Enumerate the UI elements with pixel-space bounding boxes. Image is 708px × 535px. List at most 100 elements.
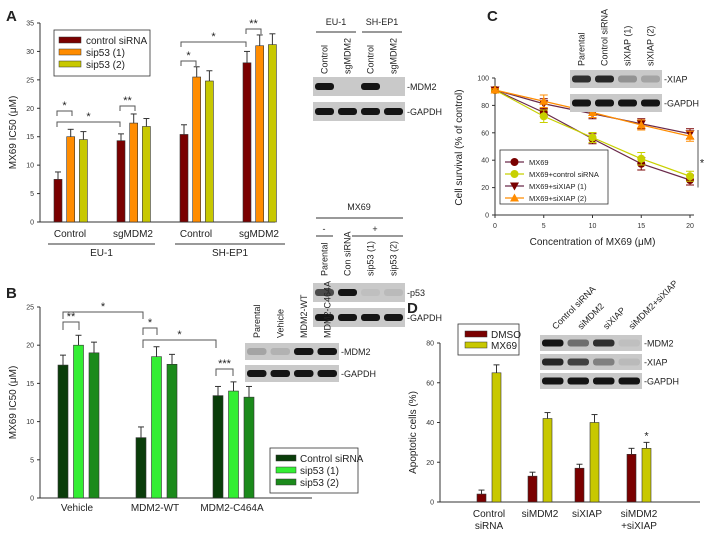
blot-b: Parental Vehicle MDM2-WT MDM2-C464A -MDM2 -GA…	[245, 281, 376, 382]
blot-band	[572, 99, 591, 107]
blot-band	[361, 108, 380, 115]
blot-strip	[540, 335, 642, 351]
data-point	[685, 131, 695, 140]
y-tick-label: 40	[481, 158, 489, 165]
x-category-label: +siXIAP	[621, 521, 657, 532]
bar	[243, 396, 255, 499]
blot-band	[247, 370, 267, 377]
x-tick-label: 0	[493, 223, 497, 230]
data-point	[539, 112, 548, 121]
bar	[135, 437, 147, 499]
legend-swatch	[275, 478, 297, 486]
y-tick-label: 15	[26, 134, 34, 141]
blot-band	[593, 358, 615, 366]
lane-label: Parental	[577, 32, 587, 66]
y-tick-label: 5	[30, 191, 34, 198]
blot-band	[384, 289, 403, 296]
y-tick-label: 0	[430, 500, 434, 507]
data-point	[686, 172, 694, 181]
legend-entry: MX69+siXIAP (1)	[529, 182, 587, 191]
treatment-sign: +	[372, 224, 377, 234]
x-category-label: MDM2-WT	[131, 503, 179, 514]
y-tick-label: 15	[26, 381, 34, 388]
data-point	[588, 133, 597, 142]
blot-strip	[245, 343, 339, 360]
y-tick-label: 25	[26, 305, 34, 312]
blot-band	[618, 99, 637, 107]
bracket-line	[62, 321, 80, 330]
protein-label: -GAPDH	[664, 99, 699, 109]
bracket-line	[180, 41, 247, 47]
bracket-shep1-sgmdm2: **	[245, 18, 262, 34]
x-category-label: sgMDM2	[113, 229, 153, 240]
bracket-c464a: ***	[215, 358, 234, 376]
y-tick-label: 60	[481, 130, 489, 137]
bar	[142, 126, 151, 223]
bar	[527, 475, 538, 503]
significance-label: *	[62, 100, 67, 112]
blot-band	[567, 339, 589, 347]
blot-strip	[540, 373, 642, 389]
blot-band	[338, 289, 357, 296]
y-tick-label: 80	[426, 341, 434, 348]
lane-label: MDM2-WT	[299, 294, 309, 338]
data-point	[636, 120, 646, 129]
x-category-label: Vehicle	[61, 503, 94, 514]
protein-label: -MDM2	[341, 347, 371, 357]
legend-swatch	[464, 330, 488, 338]
bar	[589, 422, 600, 503]
blot-group-label: SH-EP1	[366, 17, 399, 27]
bar	[151, 356, 162, 499]
y-tick-label: 20	[481, 185, 489, 192]
panel-label-c: C	[487, 8, 498, 25]
blot-strip	[313, 283, 405, 302]
blot-band	[384, 314, 403, 321]
bracket-line	[142, 327, 158, 335]
blot-band	[618, 75, 637, 83]
bracket-eu1-between: *	[56, 111, 121, 127]
x-tick-label: 20	[686, 223, 694, 230]
blot-group-label: EU-1	[326, 17, 347, 27]
data-point	[510, 182, 519, 191]
lane-label: Control siRNA	[600, 9, 610, 66]
legend-entry: DMSO	[491, 330, 521, 341]
legend-entry: control siRNA	[86, 36, 147, 47]
legend-entry: MX69	[491, 341, 518, 352]
legend-swatch	[58, 48, 82, 56]
significance-label: **	[67, 311, 76, 323]
blot-band	[567, 358, 589, 366]
significance-label: *	[101, 301, 106, 313]
lane-label: siXIAP (1)	[623, 26, 633, 66]
bar	[574, 467, 585, 503]
x-category-label: Control	[473, 509, 505, 520]
y-tick-label: 5	[30, 457, 34, 464]
significance-label: **	[249, 18, 258, 30]
y-tick-label: 35	[26, 21, 34, 28]
blot-band	[361, 289, 380, 296]
x-axis-label: Concentration of MX69 (μM)	[530, 237, 656, 248]
bracket-line	[62, 311, 144, 319]
protein-label: -GAPDH	[407, 107, 442, 117]
blot-strip	[245, 365, 339, 382]
blot-c: Parental Control siRNA siXIAP (1) siXIAP (2…	[570, 9, 699, 112]
significance-label: *	[177, 329, 182, 341]
blot-strip	[313, 102, 405, 121]
blot-strip	[313, 77, 405, 96]
bar	[205, 80, 214, 223]
blot-band	[593, 377, 615, 385]
y-axis-label: Cell survival (% of control)	[454, 89, 465, 205]
lane-label: Parental	[320, 242, 330, 276]
blot-a-bottom: Parental Con siRNA sip53 (1) sip53 (2) -p53 -…	[313, 202, 442, 327]
blot-band	[338, 108, 357, 115]
significance-label: *	[186, 50, 191, 62]
lane-label: sip53 (1)	[366, 241, 376, 276]
x-category-label: siMDM2	[522, 509, 559, 520]
lane-label: siXIAP	[601, 305, 627, 331]
bar	[129, 122, 138, 223]
x-category-label: Control	[54, 229, 86, 240]
x-category-label: MDM2-C464A	[200, 503, 264, 514]
blot-band	[618, 358, 640, 366]
